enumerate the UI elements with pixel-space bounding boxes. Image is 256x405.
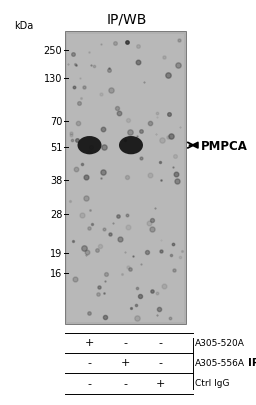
Text: Ctrl IgG: Ctrl IgG: [195, 378, 230, 387]
FancyBboxPatch shape: [67, 34, 185, 322]
Text: -: -: [124, 337, 127, 347]
Text: 16: 16: [50, 269, 62, 278]
Ellipse shape: [78, 137, 102, 155]
Text: -: -: [88, 378, 91, 388]
Text: 51: 51: [50, 143, 62, 153]
Ellipse shape: [119, 137, 143, 155]
Text: 70: 70: [50, 117, 62, 126]
Text: 38: 38: [50, 175, 62, 185]
Text: -: -: [158, 358, 163, 367]
Text: IP/WB: IP/WB: [106, 12, 147, 26]
Text: IP: IP: [248, 358, 256, 367]
Text: A305-556A: A305-556A: [195, 358, 246, 367]
Text: 130: 130: [44, 74, 62, 84]
Text: +: +: [85, 337, 94, 347]
Text: 250: 250: [44, 46, 62, 55]
Text: -: -: [124, 378, 127, 388]
FancyBboxPatch shape: [66, 32, 186, 324]
Text: ← PMPCA: ← PMPCA: [0, 404, 1, 405]
Text: -: -: [88, 358, 91, 367]
Text: A305-520A: A305-520A: [195, 338, 245, 347]
Text: 19: 19: [50, 248, 62, 258]
Text: kDa: kDa: [14, 21, 34, 31]
Text: +: +: [156, 378, 165, 388]
Text: PMPCA: PMPCA: [188, 139, 248, 152]
Text: +: +: [121, 358, 130, 367]
Text: -: -: [158, 337, 163, 347]
Text: 28: 28: [50, 210, 62, 220]
